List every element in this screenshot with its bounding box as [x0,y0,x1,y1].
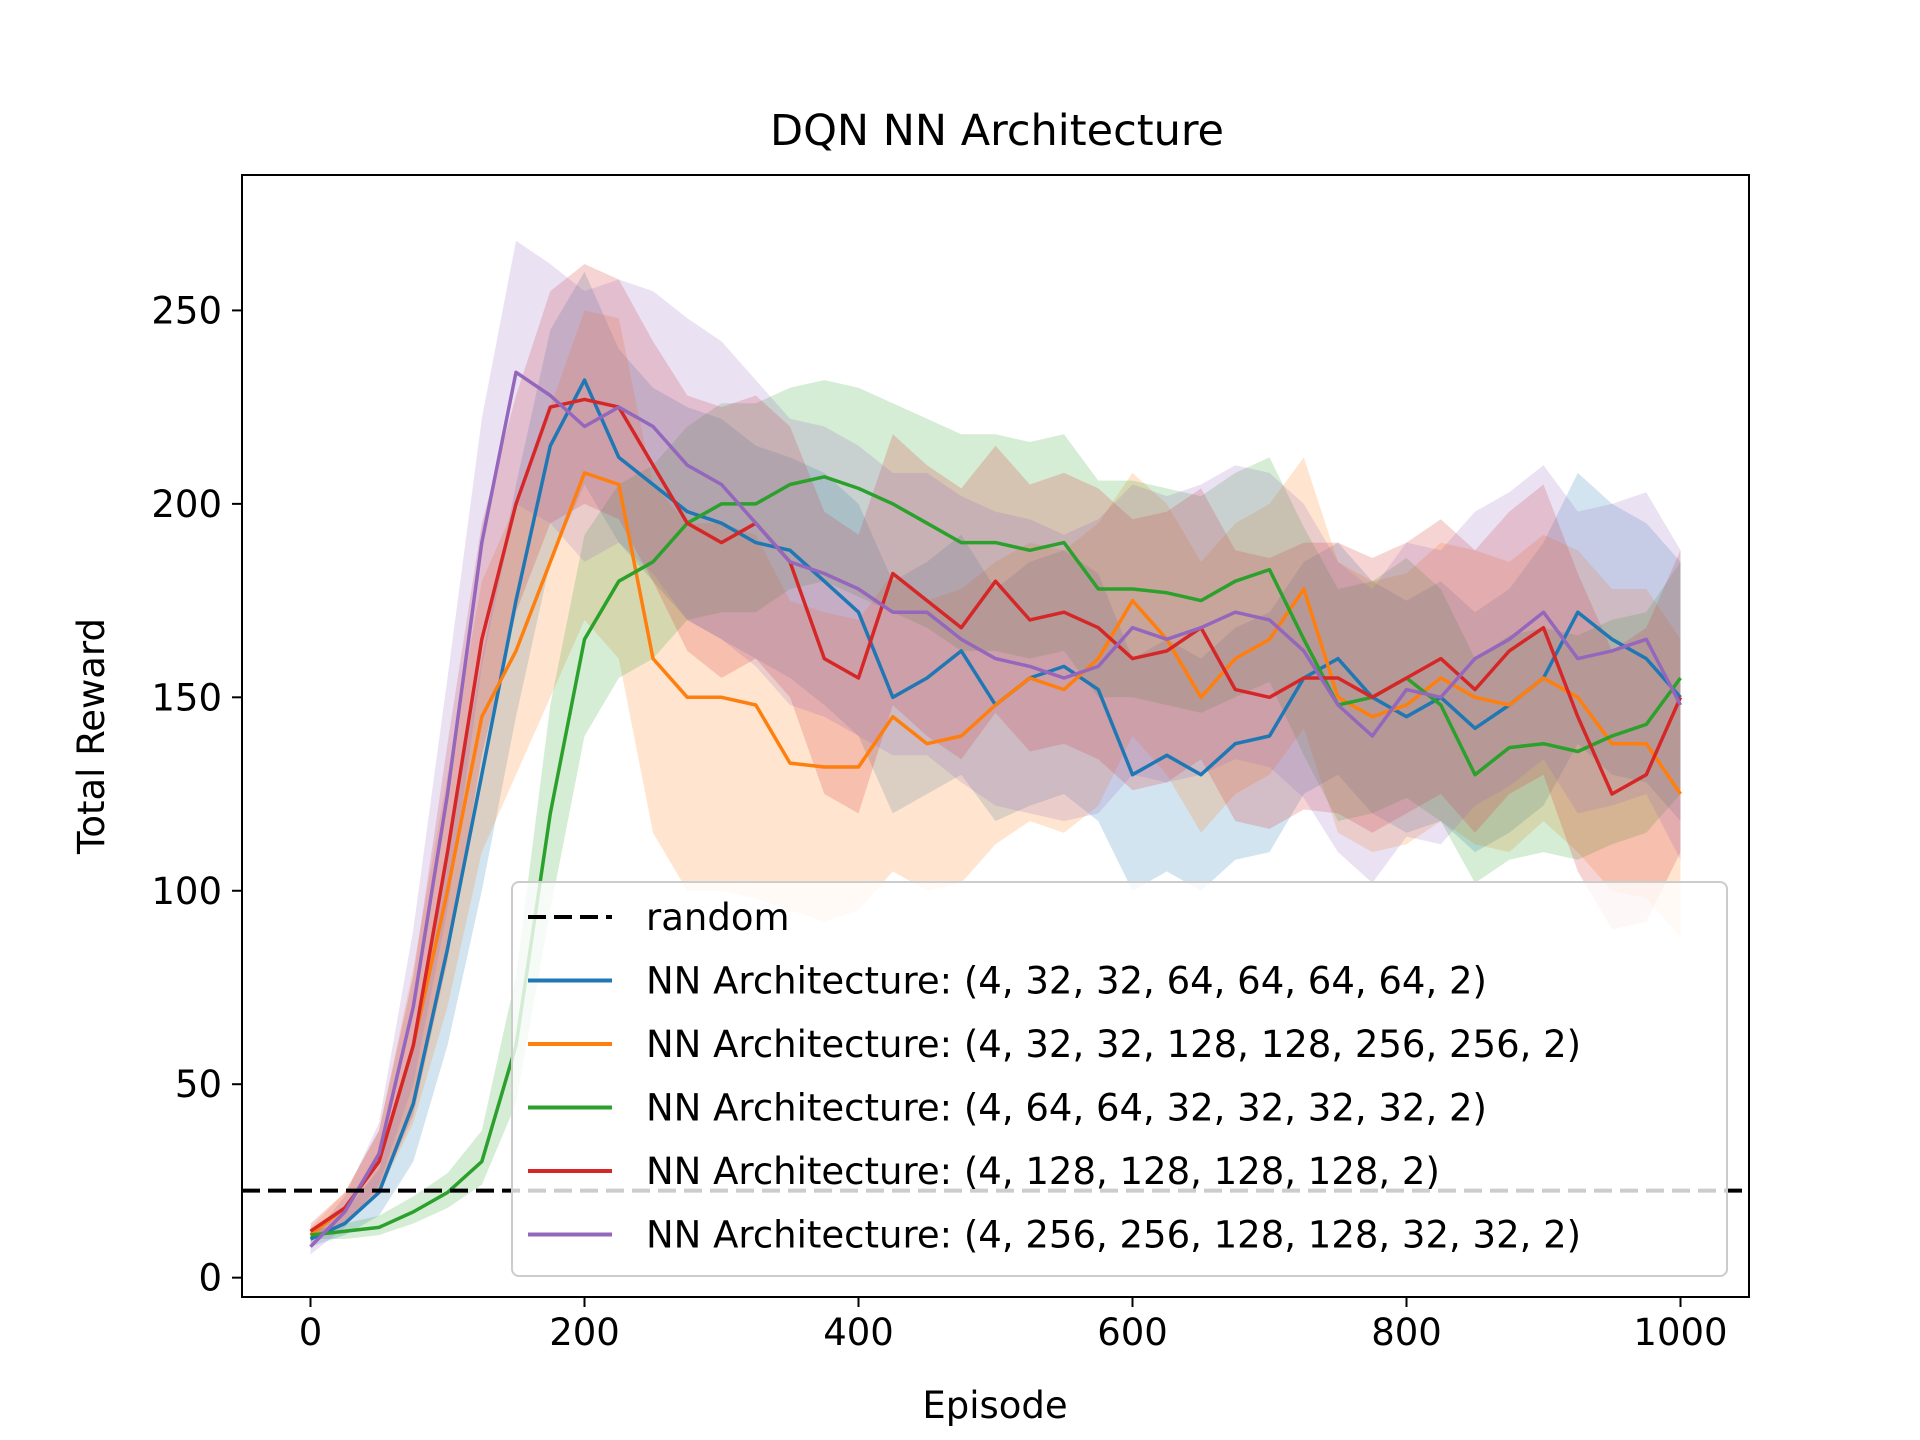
x-tick-label: 0 [299,1311,323,1354]
band-series-2 [310,310,1681,1243]
legend-label-0: random [646,896,790,939]
band-series-5 [310,240,1681,1255]
line-series-5 [309,370,1683,1248]
legend-label-3: NN Architecture: (4, 64, 64, 32, 32, 32,… [646,1087,1487,1130]
band-series-3 [310,380,1681,1240]
legend-label-1: NN Architecture: (4, 32, 32, 64, 64, 64,… [646,960,1487,1003]
line-series-4 [309,397,1683,1233]
y-tick-label: 250 [151,289,222,332]
x-axis-ticks: 0 200 400 600 800 1000 [299,1297,1728,1354]
y-axis-label: Total Reward [70,618,113,855]
band-series-4 [310,264,1681,1239]
x-tick-label: 400 [823,1311,894,1354]
confidence-bands [310,240,1681,1255]
x-tick-label: 1000 [1633,1311,1727,1354]
legend-box [511,881,1728,1277]
x-tick-label: 200 [549,1311,620,1354]
legend: random NN Architecture: (4, 32, 32, 64, 6… [511,881,1728,1277]
legend-label-2: NN Architecture: (4, 32, 32, 128, 128, 2… [646,1023,1581,1066]
x-tick-label: 800 [1371,1311,1442,1354]
x-axis-label: Episode [922,1384,1067,1427]
band-series-1 [310,271,1681,1247]
legend-label-4: NN Architecture: (4, 128, 128, 128, 128,… [646,1150,1440,1193]
y-tick-label: 100 [151,870,222,913]
chart-title: DQN NN Architecture [770,106,1224,156]
legend-label-5: NN Architecture: (4, 256, 256, 128, 128,… [646,1214,1581,1257]
plot-frame [241,174,1750,1298]
series-lines [309,370,1683,1248]
y-tick-label: 200 [151,483,222,526]
y-tick-label: 150 [151,676,222,719]
legend-items: random NN Architecture: (4, 32, 32, 64, 6… [528,896,1581,1257]
y-tick-label: 50 [175,1063,222,1106]
y-axis-ticks: 0 50 100 150 200 250 [151,289,242,1300]
x-tick-label: 600 [1097,1311,1168,1354]
y-tick-label: 0 [198,1257,222,1300]
